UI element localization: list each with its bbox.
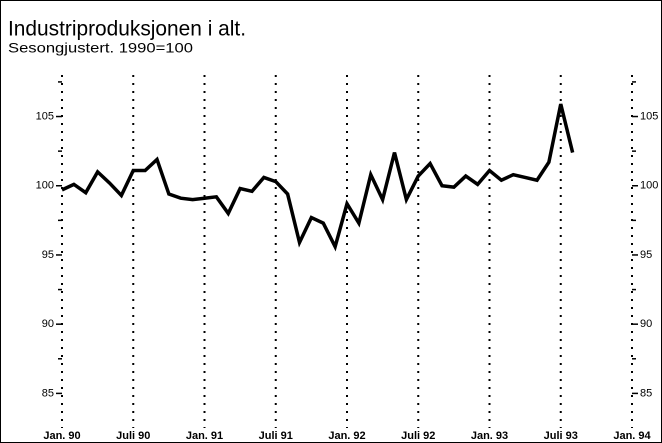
y-tick-label: 95 <box>42 249 54 261</box>
x-tick-label: Jan. 91 <box>186 430 223 442</box>
x-tick-label: Juli 93 <box>544 430 578 442</box>
x-tick-label: Juli 91 <box>259 430 293 442</box>
y2-tick-label: 100 <box>640 180 658 192</box>
x-tick-label: Jan. 94 <box>613 430 651 442</box>
x-tick-label: Juli 90 <box>116 430 150 442</box>
chart-title: Industriproduksjonen i alt. <box>8 18 246 41</box>
y2-tick-label: 85 <box>640 387 652 399</box>
y-tick-label: 90 <box>42 318 54 330</box>
x-tick-label: Jan. 93 <box>471 430 508 442</box>
y2-tick-label: 90 <box>640 318 652 330</box>
y-tick-label: 105 <box>36 110 54 122</box>
data-line <box>61 103 575 252</box>
y-tick-label: 100 <box>36 180 54 192</box>
y-tick-label: 85 <box>42 387 54 399</box>
x-tick-label: Jan. 90 <box>43 430 80 442</box>
x-tick-label: Juli 92 <box>401 430 435 442</box>
chart-subtitle: Sesongjustert. 1990=100 <box>8 40 193 56</box>
x-tick-label: Jan. 92 <box>328 430 365 442</box>
y2-tick-label: 95 <box>640 249 652 261</box>
y2-tick-label: 105 <box>640 110 658 122</box>
